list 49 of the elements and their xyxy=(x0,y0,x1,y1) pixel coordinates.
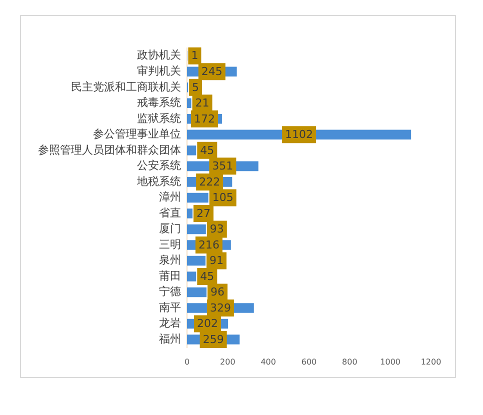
data-label: 1102 xyxy=(285,128,314,142)
y-tick-label: 福州 xyxy=(159,332,181,346)
y-tick-label: 参照管理人员团体和群众团体 xyxy=(38,143,181,156)
data-label: 202 xyxy=(197,317,218,330)
bar xyxy=(187,208,192,218)
y-tick-label: 省直 xyxy=(159,206,181,220)
y-tick-label: 参公管理事业单位 xyxy=(93,128,181,141)
data-label: 21 xyxy=(195,96,210,110)
y-tick-label: 三明 xyxy=(159,238,181,251)
y-tick-label: 审判机关 xyxy=(137,64,181,78)
bar xyxy=(187,146,196,156)
bar xyxy=(187,98,192,108)
y-tick-label: 龙岩 xyxy=(159,316,181,330)
data-label: 351 xyxy=(212,160,234,173)
y-tick-label: 南平 xyxy=(159,300,181,314)
bar xyxy=(187,272,196,282)
x-tick-label: 400 xyxy=(260,357,276,366)
y-tick-label: 厦门 xyxy=(159,222,181,236)
y-tick-label: 地税系统 xyxy=(136,174,181,188)
x-tick-label: 200 xyxy=(220,357,236,366)
y-tick-label: 漳州 xyxy=(159,190,181,204)
x-tick-label: 1000 xyxy=(380,357,401,366)
data-label: 91 xyxy=(210,254,224,268)
data-label: 245 xyxy=(201,64,222,78)
data-label: 172 xyxy=(194,112,215,126)
y-tick-label: 宁德 xyxy=(159,285,181,298)
data-label: 216 xyxy=(198,238,220,252)
data-label: 27 xyxy=(196,206,210,220)
data-label: 5 xyxy=(192,80,200,94)
y-tick-label: 政协机关 xyxy=(137,48,181,62)
data-label: 105 xyxy=(212,191,234,204)
data-label: 93 xyxy=(210,222,224,236)
data-label: 1 xyxy=(191,49,198,62)
data-label: 222 xyxy=(199,175,220,188)
x-tick-label: 600 xyxy=(301,357,317,366)
y-tick-label: 泉州 xyxy=(159,254,181,267)
y-tick-label: 民主党派和工商联机关 xyxy=(71,80,181,94)
x-tick-label: 1200 xyxy=(420,357,442,366)
y-tick-label: 公安系统 xyxy=(137,159,181,172)
y-tick-label: 监狱系统 xyxy=(137,112,181,125)
y-tick-label: 戒毒系统 xyxy=(137,96,181,110)
data-label: 96 xyxy=(210,286,225,299)
y-tick-label: 莆田 xyxy=(159,269,181,282)
x-tick-label: 800 xyxy=(342,357,358,366)
data-label: 45 xyxy=(200,270,214,283)
data-label: 45 xyxy=(200,144,214,157)
data-label: 329 xyxy=(210,301,231,314)
data-label: 259 xyxy=(202,332,224,346)
x-tick-label: 0 xyxy=(184,357,190,366)
